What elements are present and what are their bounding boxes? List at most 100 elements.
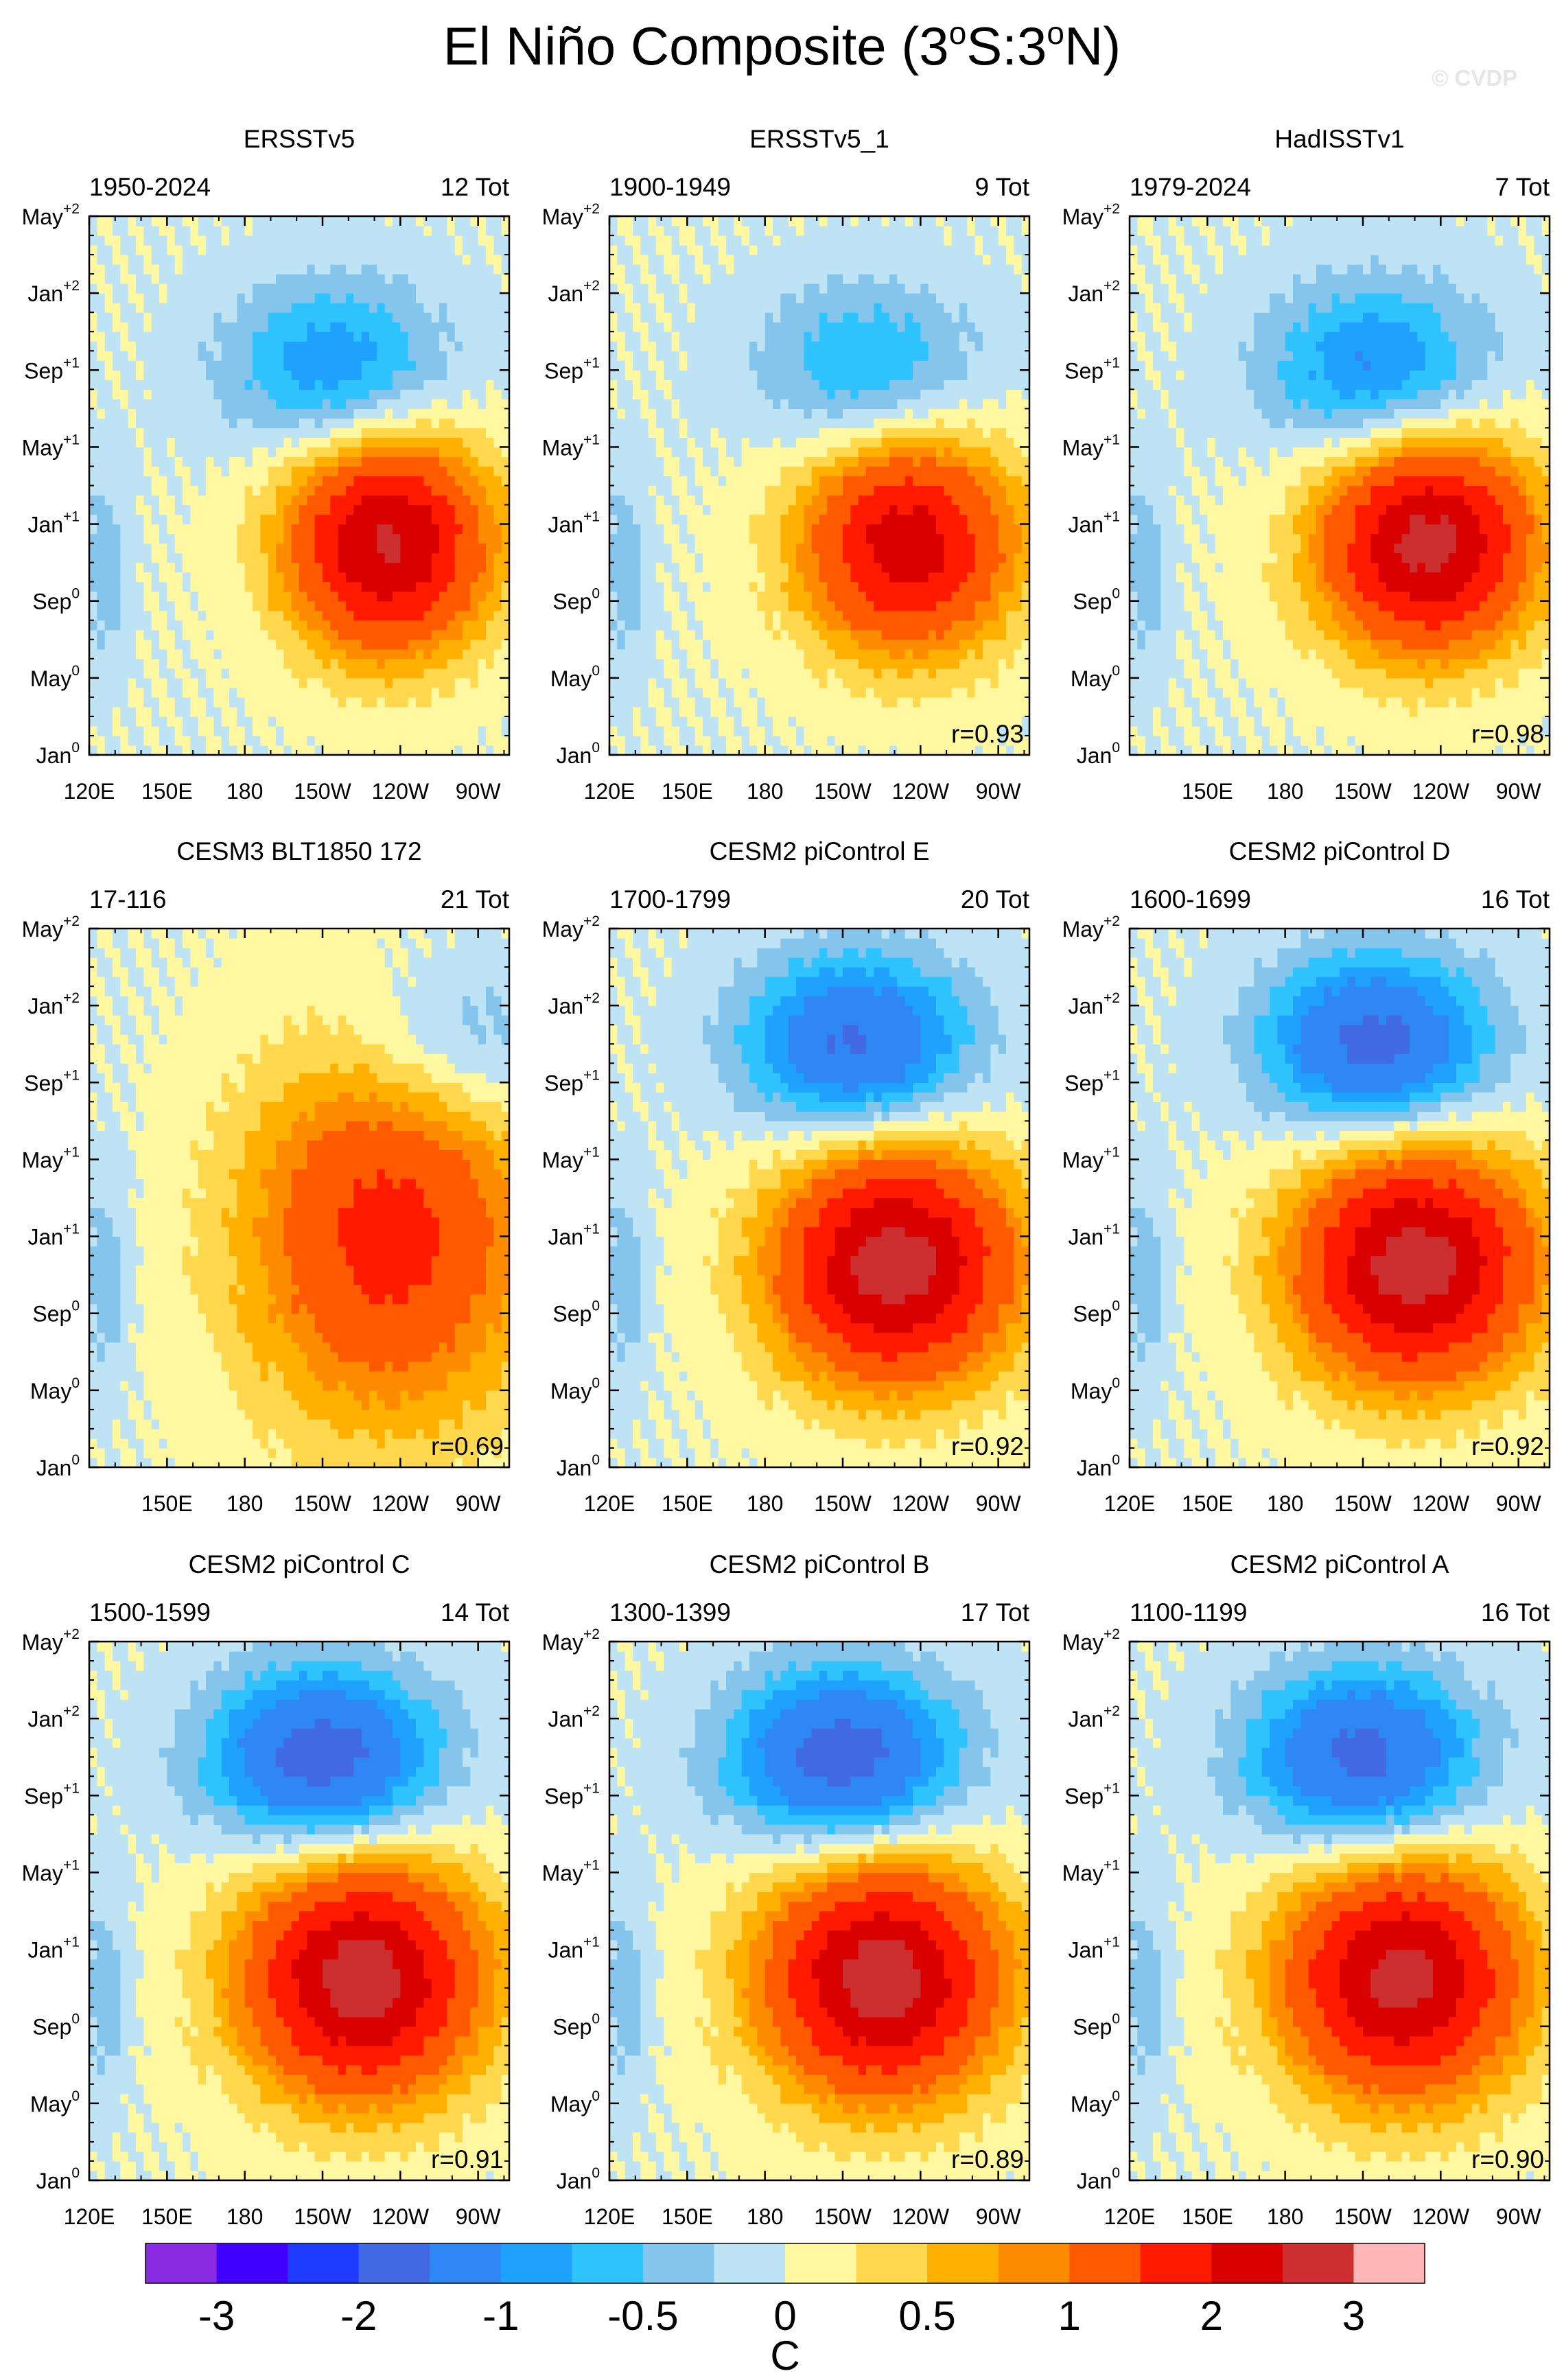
field-cell <box>128 495 137 506</box>
field-cell <box>291 562 300 573</box>
field-cell <box>486 562 494 573</box>
field-cell <box>361 533 370 544</box>
field-cell <box>330 264 339 275</box>
field-cell <box>237 380 246 390</box>
field-cell <box>463 543 471 554</box>
field-cell <box>400 360 409 371</box>
field-cell <box>353 274 362 284</box>
field-cell <box>361 322 370 332</box>
field-cell <box>819 495 828 506</box>
field-cell <box>291 245 300 255</box>
field-cell <box>330 735 339 746</box>
field-cell <box>268 380 277 390</box>
field-cell <box>664 466 673 477</box>
y-tick-label: Sep+1 <box>24 355 80 383</box>
field-cell <box>881 725 890 736</box>
field-cell <box>97 312 106 323</box>
field-cell <box>244 600 253 611</box>
field-cell <box>765 466 773 477</box>
field-cell <box>213 572 222 583</box>
field-cell <box>361 303 370 313</box>
field-cell <box>198 380 207 390</box>
field-cell <box>190 620 199 631</box>
field-cell <box>113 610 121 621</box>
field-cell <box>664 745 673 755</box>
field-cell <box>89 331 97 342</box>
field-cell <box>951 543 960 554</box>
field-cell <box>990 428 999 439</box>
field-cell <box>113 456 121 467</box>
field-cell <box>866 706 874 717</box>
field-cell <box>361 620 370 631</box>
field-cell <box>229 303 237 313</box>
field-cell <box>104 524 113 535</box>
field-cell <box>974 687 983 698</box>
field-cell <box>206 591 214 602</box>
field-cell <box>609 514 618 525</box>
field-cell <box>734 418 743 428</box>
field-cell <box>198 293 207 303</box>
field-cell <box>408 552 417 563</box>
field-cell <box>679 524 688 535</box>
field-cell <box>656 572 664 583</box>
field-cell <box>811 591 820 602</box>
field-cell <box>120 235 129 246</box>
field-cell <box>244 543 253 554</box>
field-cell <box>244 312 253 323</box>
field-cell <box>353 255 362 265</box>
field-cell <box>913 504 921 515</box>
field-cell <box>338 572 347 583</box>
field-cell <box>423 255 432 265</box>
field-cell <box>687 437 696 448</box>
field-cell <box>136 476 144 487</box>
field-cell <box>998 447 1007 458</box>
field-cell <box>493 495 502 506</box>
field-cell <box>253 447 261 458</box>
field-cell <box>244 399 253 409</box>
field-cell <box>229 456 237 467</box>
field-cell <box>268 245 277 255</box>
field-cell <box>89 428 97 439</box>
field-cell <box>1006 677 1014 688</box>
field-cell <box>757 572 766 583</box>
field-cell <box>974 533 983 544</box>
field-cell <box>703 716 711 727</box>
field-cell <box>850 543 859 554</box>
field-cell <box>143 504 152 515</box>
field-cell <box>408 303 417 313</box>
field-cell <box>307 466 316 477</box>
field-cell <box>291 370 300 380</box>
field-cell <box>804 476 813 487</box>
field-cell <box>353 456 362 467</box>
field-cell <box>97 341 106 351</box>
field-cell <box>827 466 836 477</box>
field-cell <box>183 274 191 284</box>
field-cell <box>718 456 727 467</box>
field-cell <box>967 677 976 688</box>
field-cell <box>633 697 641 708</box>
field-cell <box>104 591 113 602</box>
field-cell <box>734 697 743 708</box>
field-cell <box>408 600 417 611</box>
field-cell <box>183 668 191 679</box>
field-cell <box>213 745 222 755</box>
field-cell <box>998 706 1007 717</box>
field-cell <box>640 437 649 448</box>
field-cell <box>128 322 137 332</box>
field-cell <box>617 562 626 573</box>
field-cell <box>104 668 113 679</box>
field-cell <box>493 418 502 428</box>
field-cell <box>983 485 991 496</box>
field-cell <box>726 533 734 544</box>
field-cell <box>151 370 160 380</box>
field-cell <box>780 620 789 631</box>
field-cell <box>936 437 944 448</box>
field-cell <box>136 235 144 246</box>
field-cell <box>423 562 432 573</box>
field-cell <box>478 322 487 332</box>
field-cell <box>128 629 137 640</box>
field-cell <box>866 495 874 506</box>
field-cell <box>377 235 386 246</box>
field-cell <box>120 293 129 303</box>
